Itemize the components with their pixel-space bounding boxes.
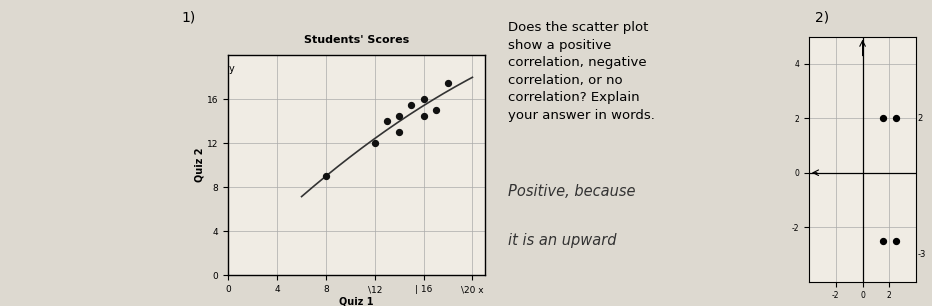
Text: Positive, because: Positive, because: [508, 184, 636, 199]
Text: -3: -3: [917, 250, 925, 259]
Text: it is an upward: it is an upward: [508, 233, 616, 248]
Text: 2): 2): [816, 10, 829, 24]
Point: [379, 119, 394, 124]
Point: [391, 113, 406, 118]
Point: [417, 97, 432, 102]
Point: [404, 102, 418, 107]
Point: [367, 141, 382, 146]
Point: [391, 130, 406, 135]
Point: [441, 80, 456, 85]
Text: Students' Scores: Students' Scores: [304, 35, 409, 45]
Point: [319, 174, 334, 179]
Point: [417, 113, 432, 118]
Text: 1): 1): [182, 10, 196, 24]
Y-axis label: Quiz 2: Quiz 2: [195, 148, 204, 182]
X-axis label: Quiz 1: Quiz 1: [339, 297, 374, 306]
Text: y: y: [228, 64, 235, 74]
Point: [875, 116, 890, 121]
Point: [875, 238, 890, 243]
Text: 2: 2: [917, 114, 923, 123]
Text: Does the scatter plot
show a positive
correlation, negative
correlation, or no
c: Does the scatter plot show a positive co…: [508, 21, 655, 122]
Point: [888, 238, 903, 243]
Point: [888, 116, 903, 121]
Point: [429, 108, 444, 113]
